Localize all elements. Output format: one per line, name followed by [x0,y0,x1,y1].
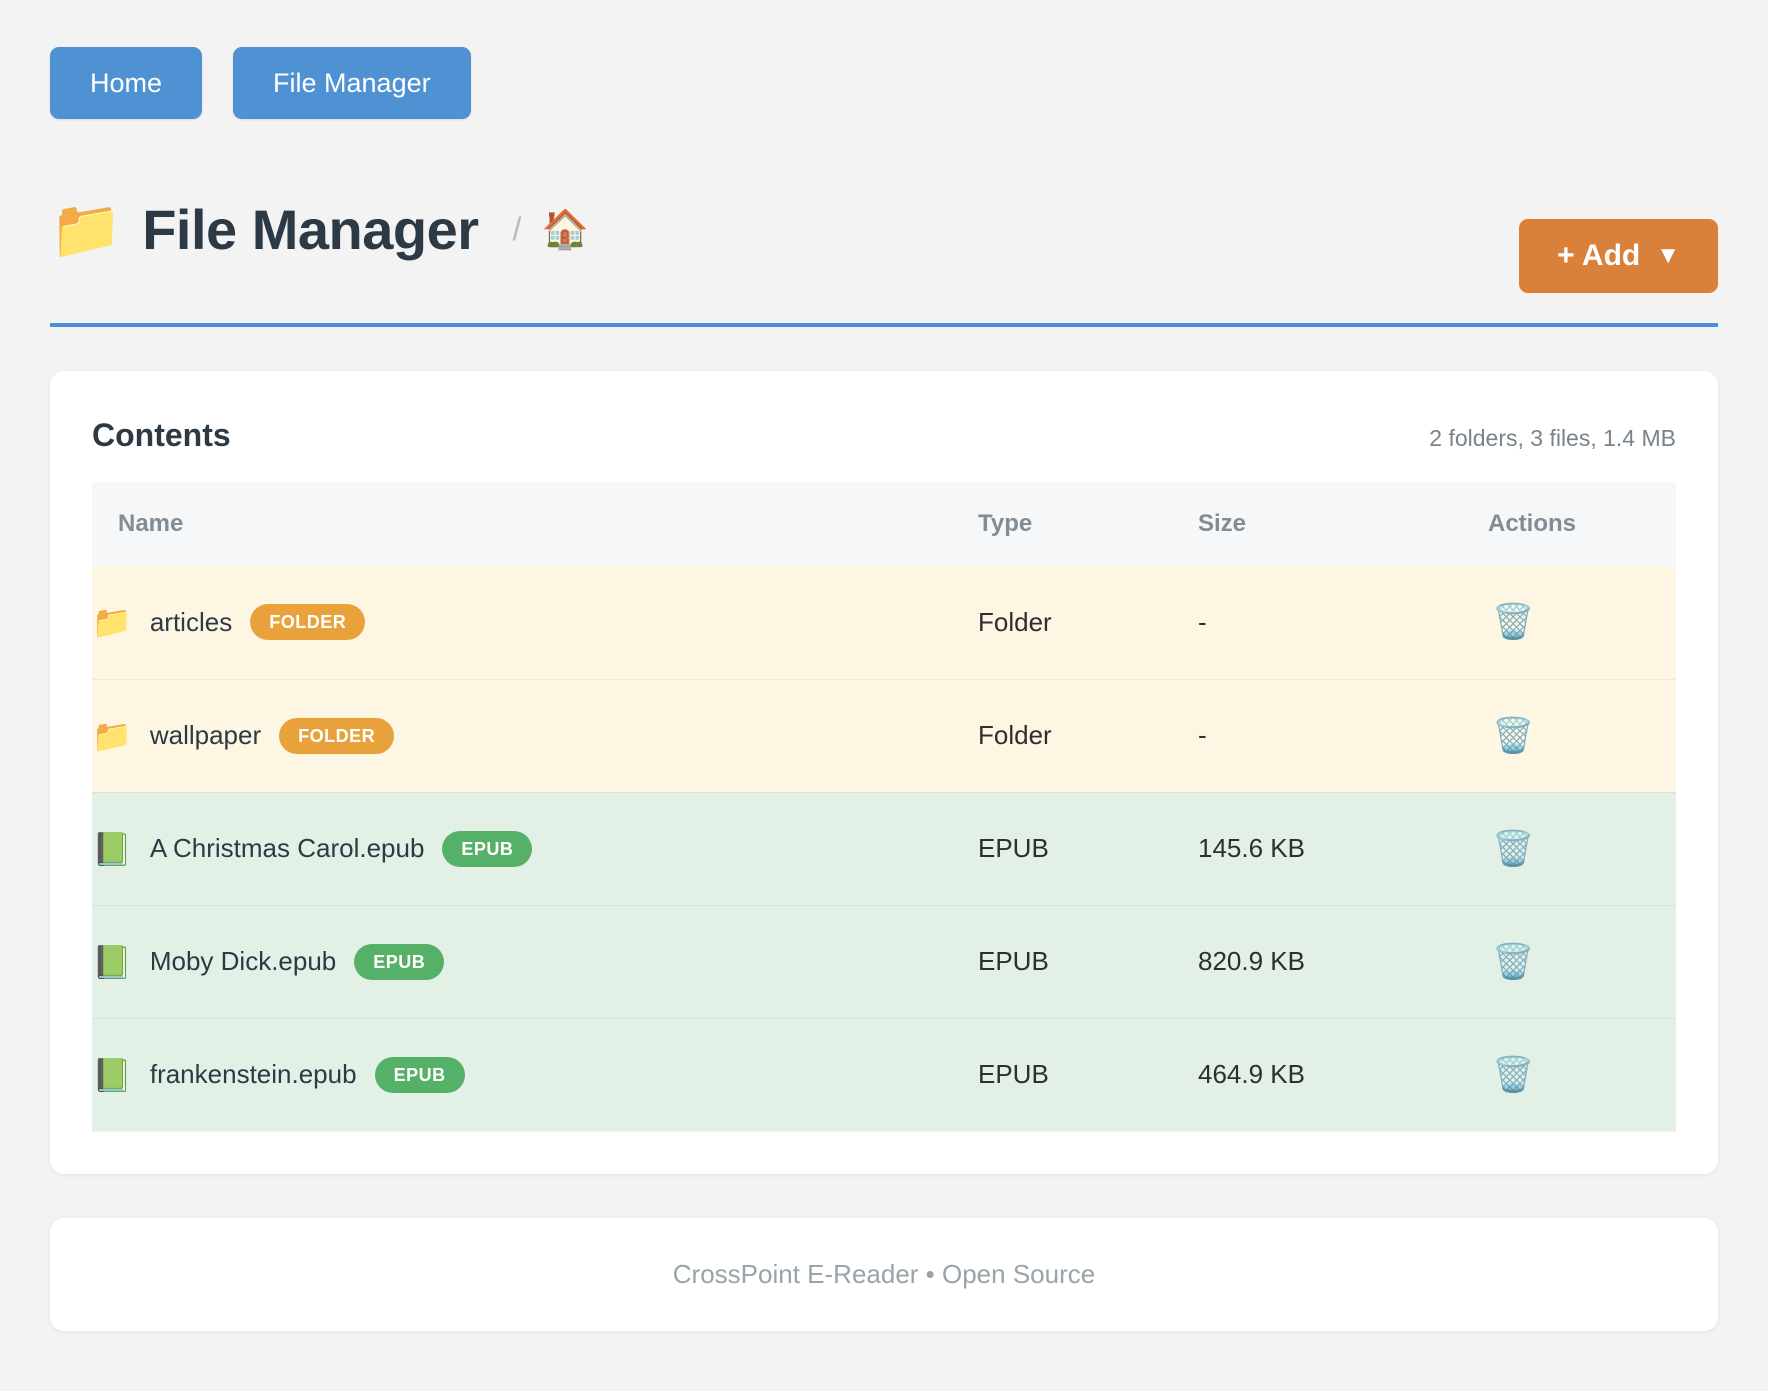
add-button-label: + Add [1557,239,1641,272]
size-cell: 464.9 KB [1198,1059,1305,1089]
file-table: Name Type Size Actions 📁 articles FOLDER [92,482,1676,1132]
table-row-moby-dick[interactable]: 📗 Moby Dick.epub EPUB EPUB 820.9 KB 🗑️ [92,905,1676,1018]
delete-button[interactable]: 🗑️ [1488,601,1538,643]
column-header-name: Name [92,482,978,566]
home-icon[interactable]: 🏠 [541,208,589,251]
file-name: frankenstein.epub [149,1059,357,1089]
table-row-frankenstein[interactable]: 📗 frankenstein.epub EPUB EPUB 464.9 KB 🗑… [92,1018,1676,1131]
page-title: File Manager [142,198,479,261]
epub-badge: EPUB [442,830,533,867]
file-name: Moby Dick.epub [149,946,337,976]
book-icon: 📗 [92,943,132,980]
epub-badge: EPUB [374,1056,465,1093]
column-header-type: Type [978,482,1198,566]
file-name: A Christmas Carol.epub [149,833,425,863]
table-row-wallpaper[interactable]: 📁 wallpaper FOLDER Folder - 🗑️ [92,679,1676,792]
folder-icon: 📁 [92,604,132,641]
delete-button[interactable]: 🗑️ [1488,941,1538,983]
folder-badge: FOLDER [250,604,366,641]
type-cell: EPUB [978,833,1049,863]
column-header-actions: Actions [1488,482,1676,566]
file-manager-button[interactable]: File Manager [233,47,471,119]
breadcrumb-separator: / [512,211,522,247]
table-row-christmas-carol[interactable]: 📗 A Christmas Carol.epub EPUB EPUB 145.6… [92,792,1676,905]
size-cell: - [1198,606,1207,637]
file-name: articles [149,606,233,637]
file-name: wallpaper [149,720,262,750]
type-cell: EPUB [978,1059,1049,1089]
delete-button[interactable]: 🗑️ [1488,1054,1538,1096]
size-cell: - [1198,720,1207,750]
add-button[interactable]: + Add ▼ [1519,219,1718,293]
title-wrap: 📁 File Manager / 🏠 [50,197,589,262]
trash-icon: 🗑️ [1492,942,1535,981]
footer: CrossPoint E-Reader • Open Source [50,1217,1718,1331]
delete-button[interactable]: 🗑️ [1488,715,1538,757]
contents-card: Contents 2 folders, 3 files, 1.4 MB Name… [50,371,1718,1174]
column-header-size: Size [1198,482,1488,566]
folder-badge: FOLDER [279,717,395,754]
book-icon: 📗 [92,830,132,867]
page-header: 📁 File Manager / 🏠 + Add ▼ [50,197,1718,293]
trash-icon: 🗑️ [1492,603,1535,642]
trash-icon: 🗑️ [1492,1055,1535,1094]
trash-icon: 🗑️ [1492,716,1535,755]
table-header-row: Name Type Size Actions [92,482,1676,566]
trash-icon: 🗑️ [1492,829,1535,868]
type-cell: Folder [978,606,1052,637]
top-nav: Home File Manager [50,0,1718,119]
size-cell: 145.6 KB [1198,833,1305,863]
delete-button[interactable]: 🗑️ [1488,828,1538,870]
type-cell: Folder [978,720,1052,750]
type-cell: EPUB [978,946,1049,976]
title-divider [50,323,1718,327]
home-button[interactable]: Home [50,47,203,119]
book-icon: 📗 [92,1056,132,1093]
folder-icon: 📁 [92,717,132,754]
contents-summary: 2 folders, 3 files, 1.4 MB [1429,425,1676,451]
chevron-down-icon: ▼ [1656,242,1680,269]
contents-header: Contents 2 folders, 3 files, 1.4 MB [92,417,1676,454]
epub-badge: EPUB [354,943,445,980]
folder-icon: 📁 [50,196,123,262]
contents-title: Contents [92,417,231,453]
footer-text: CrossPoint E-Reader • Open Source [672,1258,1096,1289]
table-row-articles[interactable]: 📁 articles FOLDER Folder - 🗑️ [92,566,1676,679]
size-cell: 820.9 KB [1198,946,1305,976]
